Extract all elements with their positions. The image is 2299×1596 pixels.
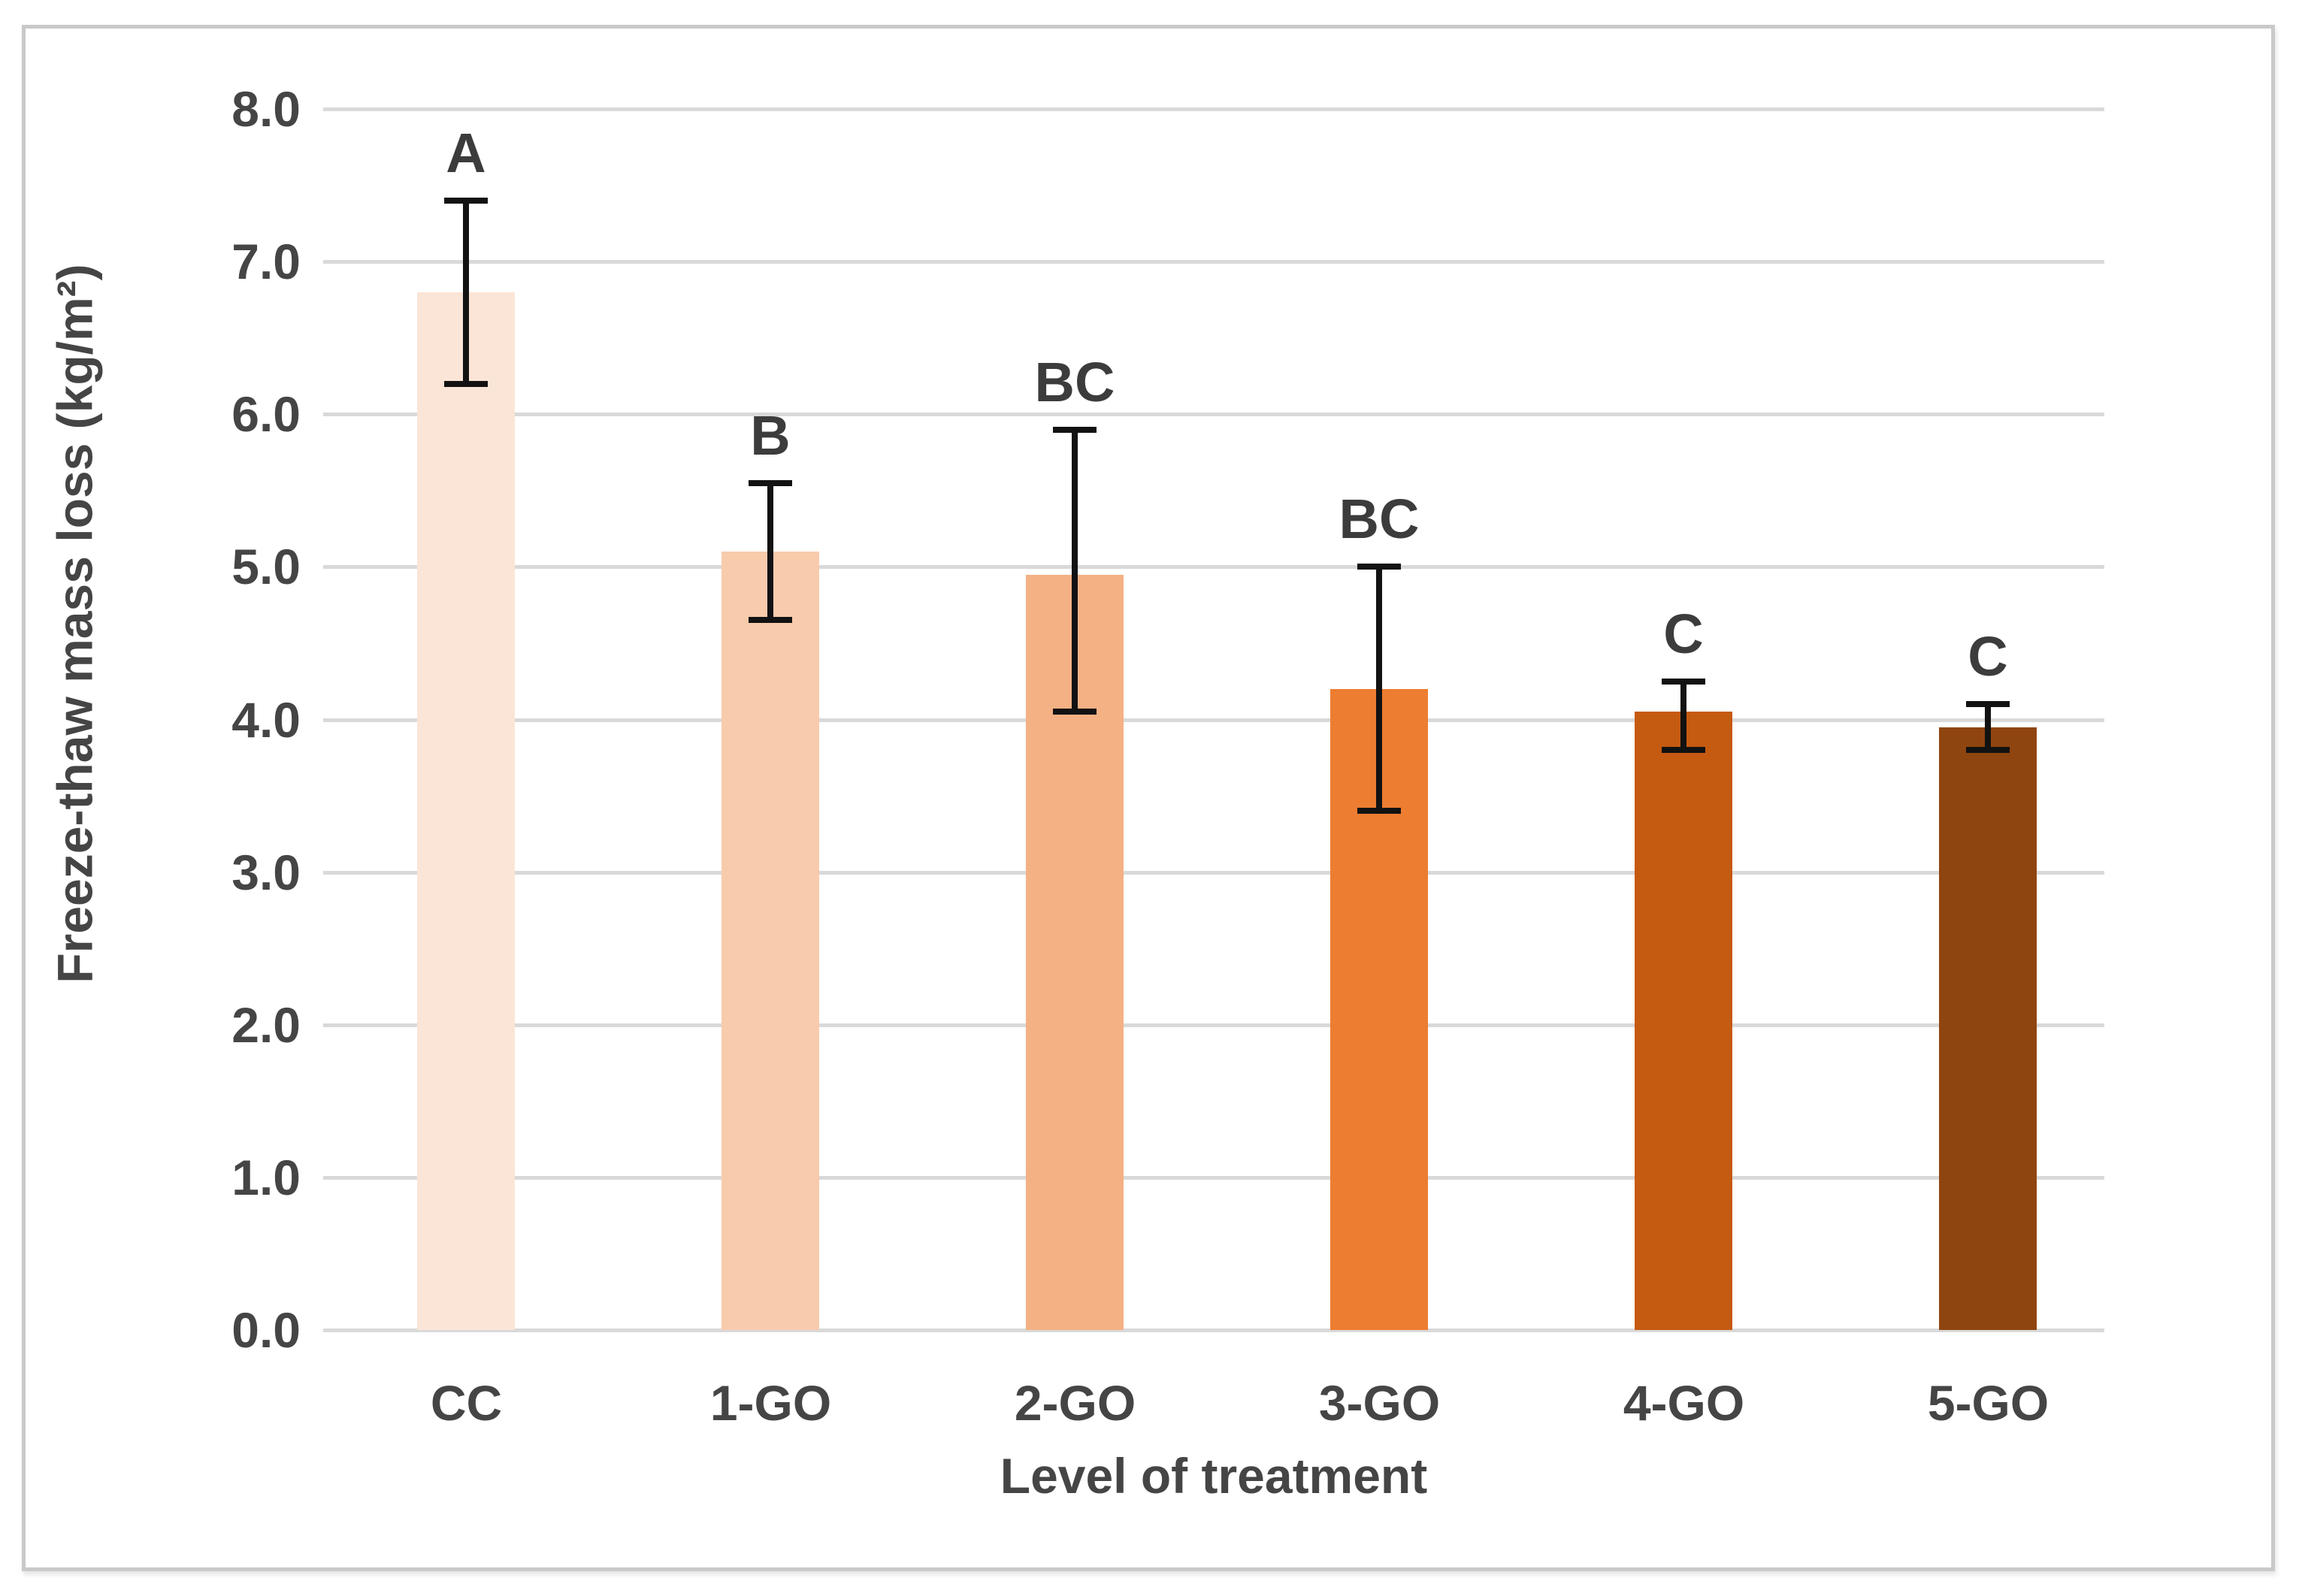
y-tick-label: 4.0 [231, 691, 301, 748]
gridline [323, 260, 2104, 264]
y-tick-label: 8.0 [231, 81, 301, 137]
bar-cc [417, 292, 515, 1330]
error-bar-cap-bottom [1966, 747, 2010, 754]
x-tick-label: 3-GO [1318, 1375, 1441, 1431]
x-tick-label: 5-GO [1927, 1375, 2049, 1431]
gridline [323, 107, 2104, 111]
gridline [323, 565, 2104, 570]
error-bar-cap-top [444, 197, 488, 204]
error-bar-cap-bottom [1662, 747, 1705, 754]
error-bar-line [1985, 704, 1991, 751]
y-tick-label: 0.0 [231, 1302, 301, 1358]
gridline [323, 1328, 2104, 1332]
y-tick-label: 6.0 [231, 386, 301, 443]
significance-letter: B [750, 404, 791, 467]
bar-4-go [1635, 712, 1732, 1330]
x-tick-label: 2-GO [1014, 1375, 1136, 1431]
y-tick-label: 1.0 [231, 1149, 301, 1205]
y-tick-label: 2.0 [231, 996, 301, 1053]
gridline [323, 870, 2104, 875]
chart-frame [22, 25, 2275, 1571]
x-tick-label: 4-GO [1623, 1375, 1745, 1431]
error-bar-line [1072, 429, 1078, 712]
x-axis-title: Level of treatment [1000, 1448, 1428, 1504]
error-bar-line [1376, 567, 1382, 812]
error-bar-cap-top [749, 479, 792, 486]
gridline [323, 1175, 2104, 1180]
error-bar-cap-bottom [1357, 808, 1401, 815]
gridline [323, 718, 2104, 722]
significance-letter: BC [1034, 350, 1115, 413]
y-tick-label: 5.0 [231, 539, 301, 595]
significance-letter: C [1663, 602, 1704, 665]
significance-letter: A [446, 121, 486, 184]
error-bar-cap-top [1662, 678, 1705, 685]
y-tick-label: 7.0 [231, 234, 301, 290]
error-bar-cap-top [1053, 426, 1097, 433]
error-bar-cap-top [1966, 701, 2010, 708]
significance-letter: C [1968, 625, 2008, 688]
error-bar-line [767, 482, 773, 621]
y-tick-label: 3.0 [231, 844, 301, 900]
bar-5-go [1939, 727, 2037, 1330]
bar-1-go [721, 552, 819, 1330]
error-bar-cap-bottom [444, 380, 488, 387]
gridline [323, 413, 2104, 417]
error-bar-cap-bottom [1053, 709, 1097, 715]
error-bar-line [463, 200, 469, 384]
gridline [323, 1023, 2104, 1027]
significance-letter: BC [1339, 488, 1420, 551]
x-tick-label: 1-GO [709, 1375, 832, 1431]
error-bar-cap-bottom [749, 617, 792, 624]
error-bar-cap-top [1357, 564, 1401, 570]
error-bar-line [1680, 681, 1686, 751]
x-tick-label: CC [430, 1375, 503, 1431]
